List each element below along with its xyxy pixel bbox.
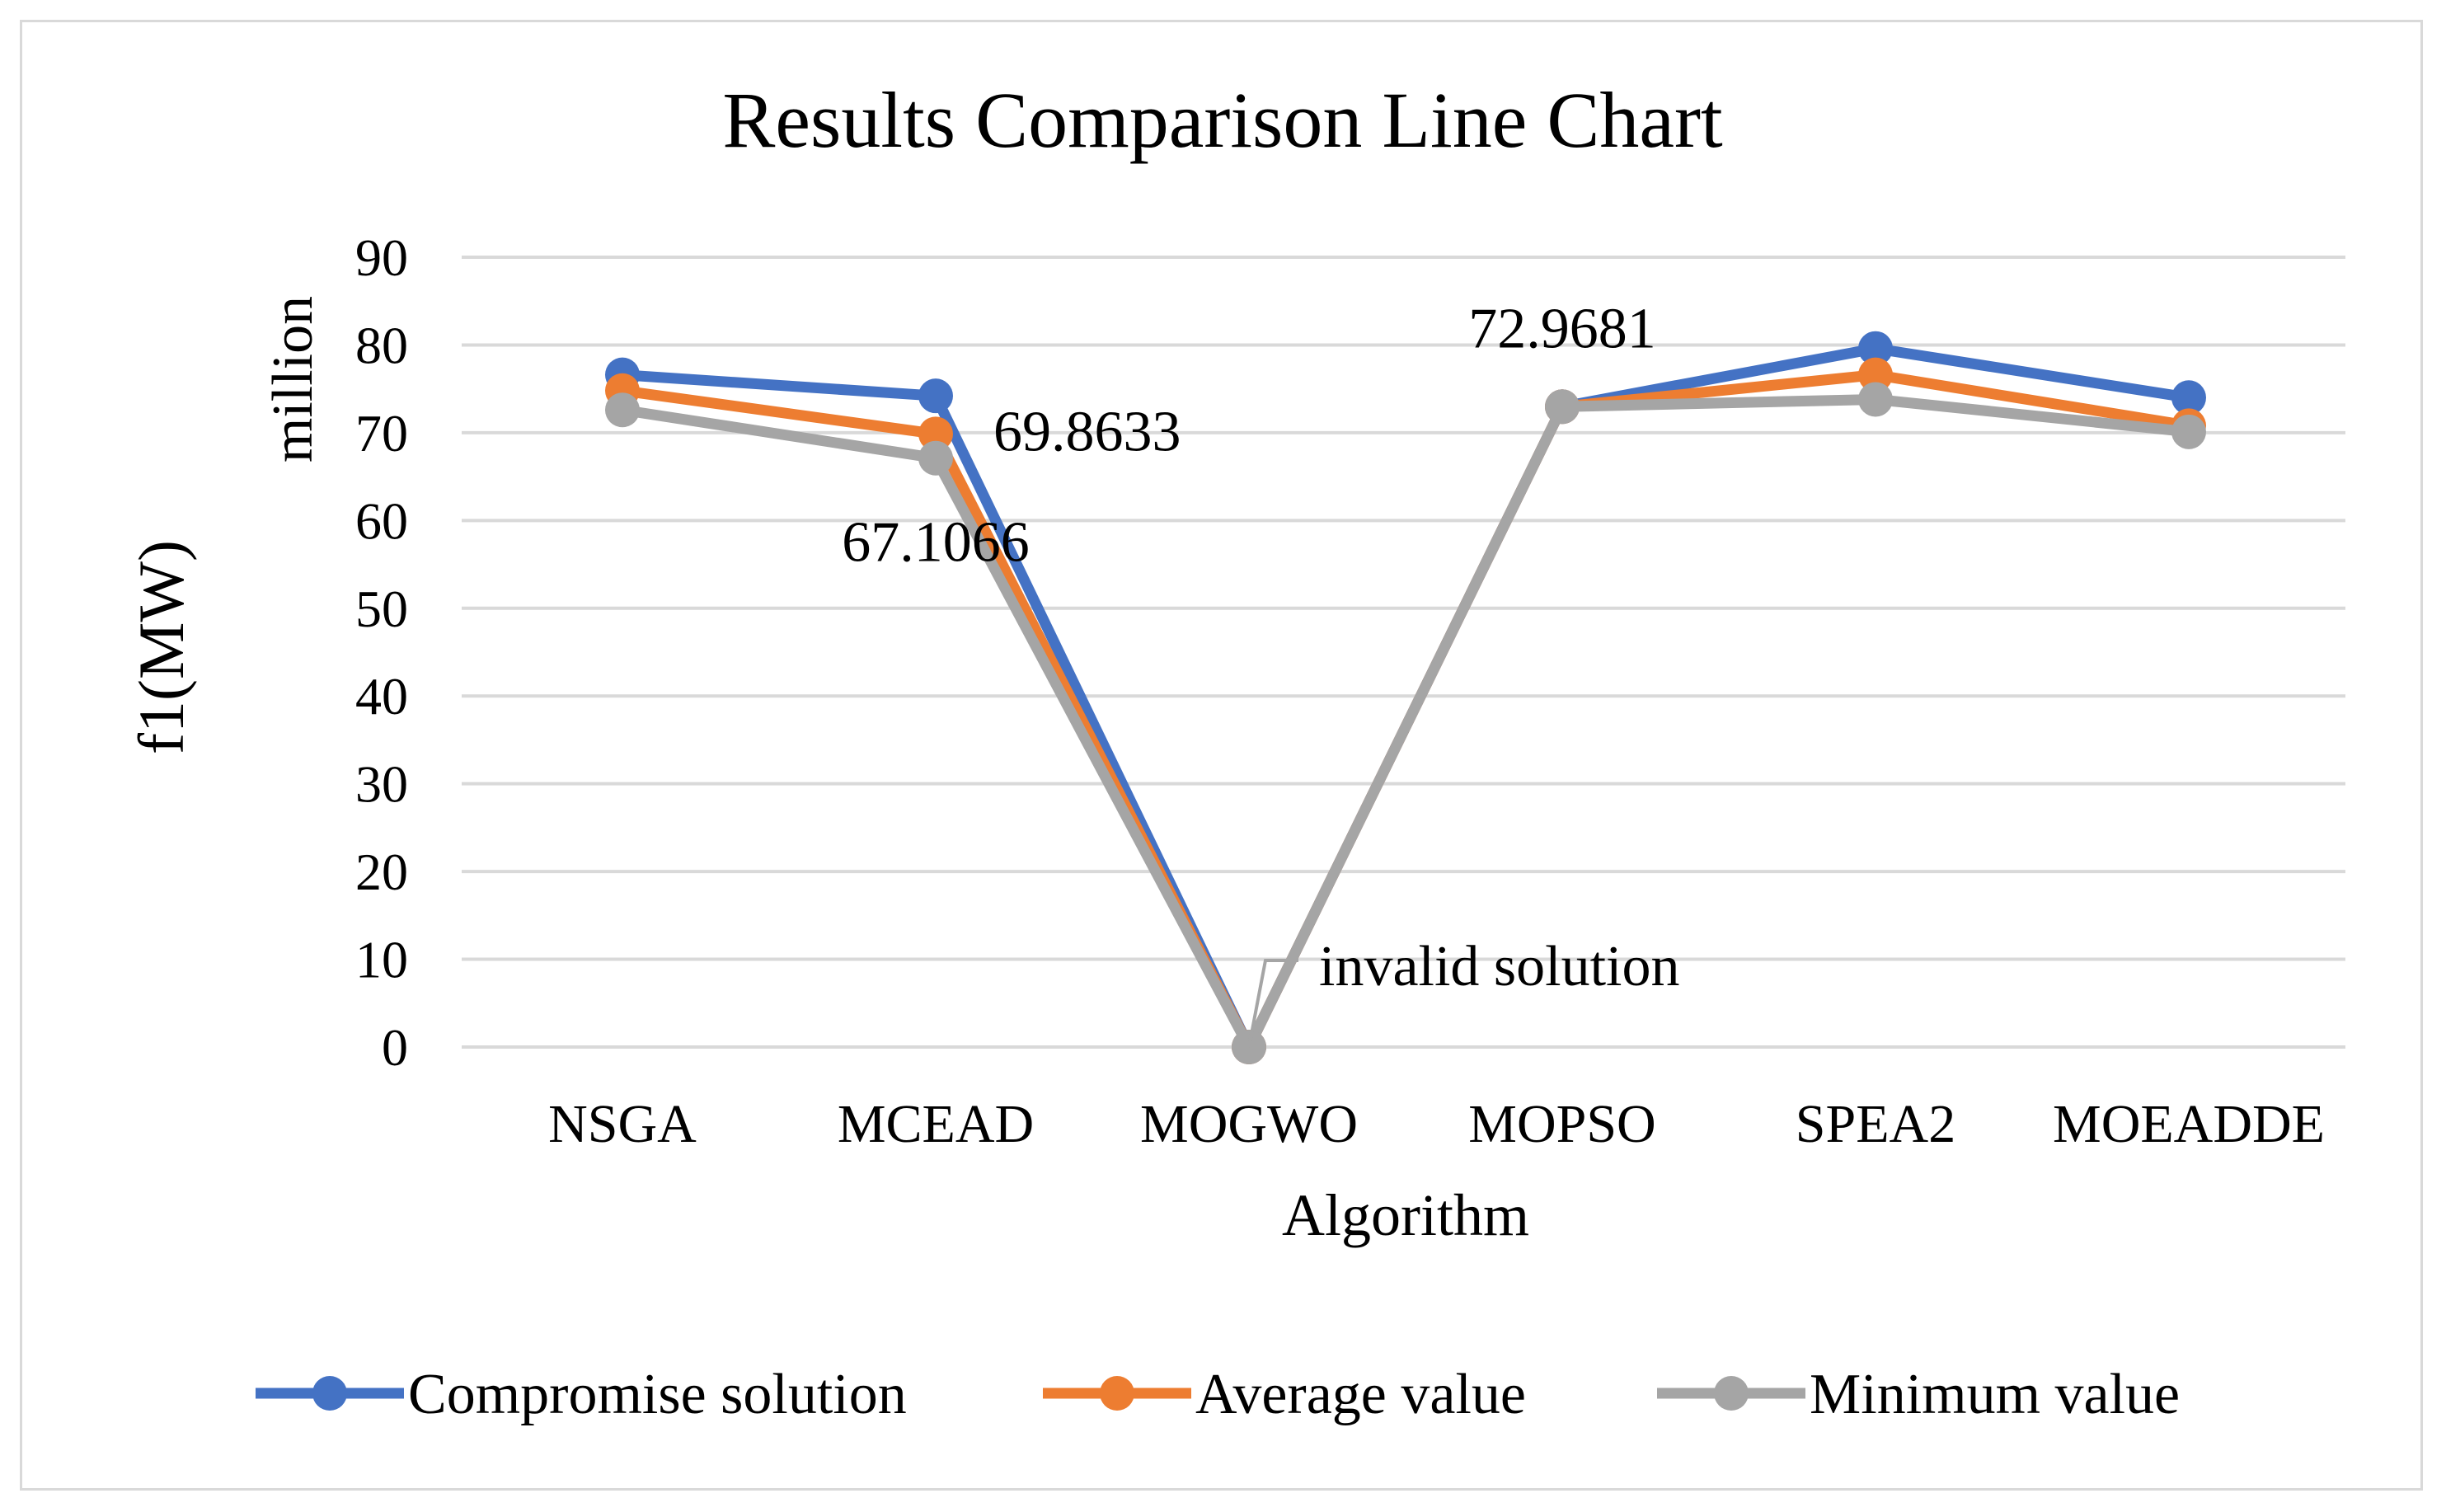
x-tick-label: MCEAD: [838, 1094, 1034, 1154]
legend-label: Minimum value: [1810, 1363, 2180, 1426]
series-lines: [605, 331, 2206, 1064]
chart-title: Results Comparison Line Chart: [722, 76, 1723, 164]
legend-item: Average value: [1043, 1363, 1526, 1426]
legend: Compromise solution Average value Minimum …: [256, 1363, 2180, 1426]
legend-swatch-marker: [312, 1376, 347, 1411]
y-axis-unit-label: million: [261, 296, 325, 463]
data-point: [605, 392, 640, 428]
x-tick-label: NSGA: [548, 1094, 697, 1154]
legend-item: Minimum value: [1657, 1363, 2180, 1426]
data-label: 72.9681: [1468, 297, 1656, 360]
y-tick-label: 30: [355, 755, 408, 814]
y-tick-label: 90: [355, 228, 408, 287]
y-tick-label: 50: [355, 580, 408, 638]
data-label: 67.1066: [842, 511, 1030, 575]
data-point: [2171, 414, 2206, 449]
legend-label: Compromise solution: [408, 1363, 907, 1426]
y-tick-label: 10: [355, 931, 408, 989]
data-point: [1545, 389, 1580, 425]
x-axis-label: Algorithm: [1282, 1182, 1529, 1248]
legend-swatch-marker: [1714, 1376, 1749, 1411]
annotation-leader-line: [1247, 959, 1298, 1048]
data-point: [918, 440, 953, 476]
y-tick-label: 20: [355, 843, 408, 901]
y-tick-label: 80: [355, 316, 408, 374]
y-tick-label: 40: [355, 667, 408, 725]
x-tick-label: MOPSO: [1468, 1094, 1655, 1154]
legend-swatch-marker: [1100, 1376, 1134, 1411]
y-tick-label: 0: [382, 1018, 408, 1077]
x-tick-label: MOGWO: [1140, 1094, 1358, 1154]
gridlines: [462, 256, 2345, 1049]
data-point: [918, 416, 953, 452]
data-point: [918, 378, 953, 414]
data-label: invalid solution: [1319, 935, 1680, 998]
x-tick-labels: NSGA MCEAD MOGWO MOPSO SPEA2 MOEADDE: [548, 1094, 2325, 1154]
data-point: [1858, 331, 1893, 366]
data-label: 69.8633: [993, 400, 1181, 463]
legend-label: Average value: [1195, 1363, 1526, 1426]
data-point: [2171, 380, 2206, 416]
data-point: [1858, 382, 1893, 417]
chart-frame: [20, 20, 2423, 1491]
series-line: [617, 393, 2195, 1053]
data-annotations: 69.8633 67.1066 72.9681 invalid solution: [842, 297, 1680, 1048]
y-tick-labels: 0 10 20 30 40 50 60 70 80 90: [355, 228, 408, 1077]
x-tick-label: SPEA2: [1796, 1094, 1955, 1154]
data-point: [1858, 357, 1893, 392]
legend-item: Compromise solution: [256, 1363, 907, 1426]
y-tick-label: 70: [355, 404, 408, 463]
x-tick-label: MOEADDE: [2053, 1094, 2325, 1154]
y-axis-label: f1(MW): [125, 540, 197, 754]
y-tick-label: 60: [355, 491, 408, 550]
